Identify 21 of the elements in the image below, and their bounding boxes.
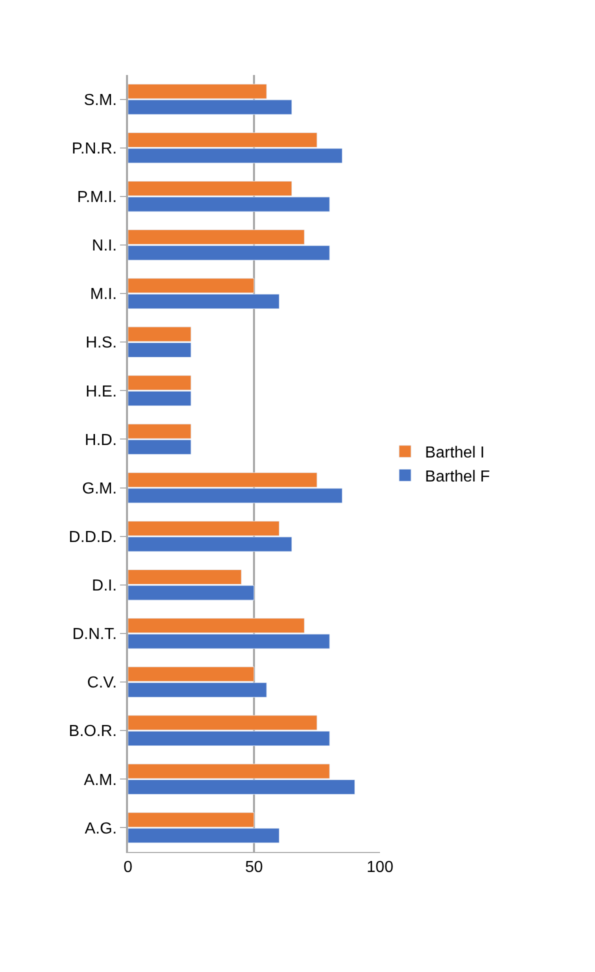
x-tick-label: 50	[245, 859, 263, 876]
y-tick-label: H.S.	[86, 334, 117, 352]
y-tick-label: B.O.R.	[68, 723, 117, 740]
y-tick-label: G.M.	[82, 480, 117, 498]
x-tick-label: 0	[124, 859, 133, 876]
y-tick-label: P.N.R.	[72, 140, 117, 158]
y-tick-label: D.I.	[92, 578, 117, 595]
y-tick-label: C.V.	[87, 674, 117, 692]
y-tick-label: H.E.	[86, 383, 117, 400]
y-tick-label: D.N.T.	[72, 626, 117, 644]
y-tick-label: N.I.	[92, 238, 117, 255]
y-tick-label: P.M.I.	[77, 189, 117, 206]
y-tick-label: D.D.D.	[68, 528, 117, 546]
legend-label: Barthel F	[425, 468, 490, 486]
y-tick-label: S.M.	[84, 92, 117, 109]
legend-label: Barthel I	[425, 444, 485, 462]
y-tick-label: M.I.	[90, 286, 117, 304]
y-tick-label: A.G.	[84, 820, 117, 838]
y-tick-label: A.M.	[84, 772, 117, 789]
y-tick-label: H.D.	[84, 432, 117, 449]
x-tick-label: 100	[366, 859, 394, 876]
